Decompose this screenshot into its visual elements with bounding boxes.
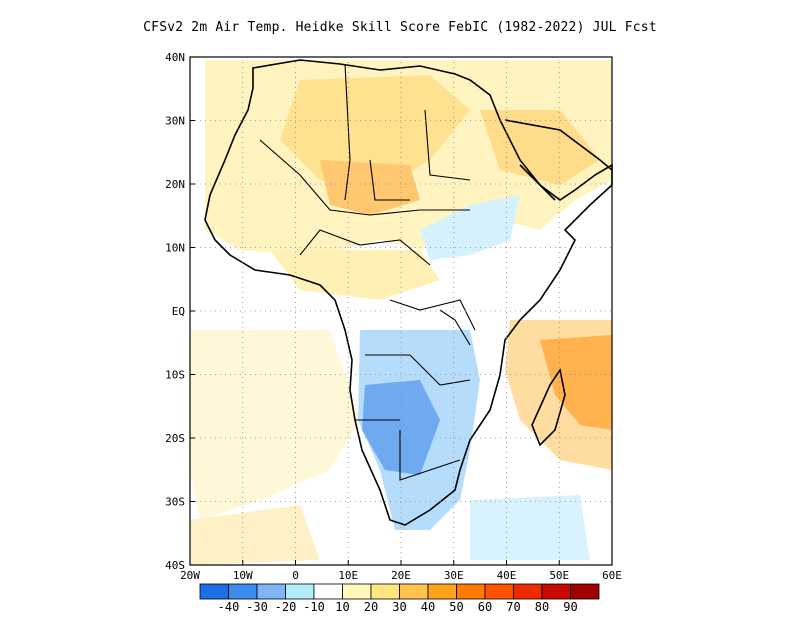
y-tick-label: 40S: [165, 559, 185, 572]
chart-title: CFSv2 2m Air Temp. Heidke Skill Score Fe…: [143, 20, 657, 35]
y-tick-label: EQ: [172, 305, 185, 318]
y-tick-label: 20S: [165, 432, 185, 445]
colorbar-label: -10: [303, 600, 325, 614]
colorbar-swatch: [513, 583, 543, 600]
africa-outline: [204, 59, 613, 526]
colorbar-label: 60: [478, 600, 492, 614]
positive-skill-area-chad: [320, 160, 420, 215]
positive-skill-area-south-atlantic: [190, 330, 360, 520]
positive-skill-area-arabia: [480, 110, 600, 185]
colorbar-label: -30: [246, 600, 268, 614]
x-tick-label: 30E: [444, 569, 464, 582]
colorbar-label: 30: [392, 600, 406, 614]
map-gridlines: [190, 57, 612, 565]
x-tick-label: 50E: [549, 569, 569, 582]
x-tick-label: 10E: [338, 569, 358, 582]
x-tick-label: 20E: [391, 569, 411, 582]
positive-skill-area-southwest-atlantic: [190, 505, 320, 565]
y-tick-label: 20N: [165, 178, 185, 191]
colorbar-swatch: [285, 583, 315, 600]
x-tick-label: 0: [292, 569, 299, 582]
colorbar-label: 20: [364, 600, 378, 614]
y-tick-label: 30N: [165, 115, 185, 128]
y-tick-label: 10N: [165, 242, 185, 255]
y-tick-label: 10S: [165, 369, 185, 382]
skill-field: [190, 60, 612, 565]
colorbar-label: 50: [449, 600, 463, 614]
colorbar-label: -20: [275, 600, 297, 614]
x-tick-label: 10W: [233, 569, 253, 582]
colorbar-label: 40: [421, 600, 435, 614]
y-tick-label: 40N: [165, 51, 185, 64]
country-borders: [259, 63, 476, 481]
colorbar-swatch: [541, 583, 571, 600]
colorbar: -40 -30 -20 -10 10 20 30 40 50 60 70 80 90: [199, 583, 600, 614]
x-tick-label: 40E: [497, 569, 517, 582]
colorbar-label: 70: [506, 600, 520, 614]
x-tick-label: 60E: [602, 569, 622, 582]
x-tick-label: 20W: [180, 569, 200, 582]
colorbar-swatch: [313, 583, 343, 600]
colorbar-label: 90: [563, 600, 577, 614]
colorbar-swatch: [570, 583, 600, 600]
positive-skill-area-west-africa: [270, 250, 440, 300]
colorbar-swatch: [342, 583, 372, 600]
colorbar-swatch: [199, 583, 229, 600]
madagascar-outline: [531, 367, 566, 447]
colorbar-swatch: [228, 583, 258, 600]
colorbar-swatch: [370, 583, 400, 600]
colorbar-swatch: [399, 583, 429, 600]
colorbar-label: -40: [218, 600, 240, 614]
colorbar-swatch: [427, 583, 457, 600]
positive-skill-area-madagascar-strong: [540, 335, 612, 430]
y-tick-label: 30S: [165, 496, 185, 509]
colorbar-label: 10: [335, 600, 349, 614]
colorbar-swatch: [484, 583, 514, 600]
negative-skill-area-ethiopia: [420, 195, 520, 260]
y-axis-ticks: 40N 30N 20N 10N EQ 10S 20S 30S 40S: [165, 51, 195, 572]
arabia-outline: [504, 119, 613, 201]
colorbar-swatch: [456, 583, 486, 600]
negative-skill-area-south-ocean: [470, 495, 590, 560]
colorbar-swatch: [256, 583, 286, 600]
colorbar-label: 80: [535, 600, 549, 614]
x-axis-ticks: 20W 10W 0 10E 20E 30E 40E 50E 60E: [180, 560, 622, 582]
